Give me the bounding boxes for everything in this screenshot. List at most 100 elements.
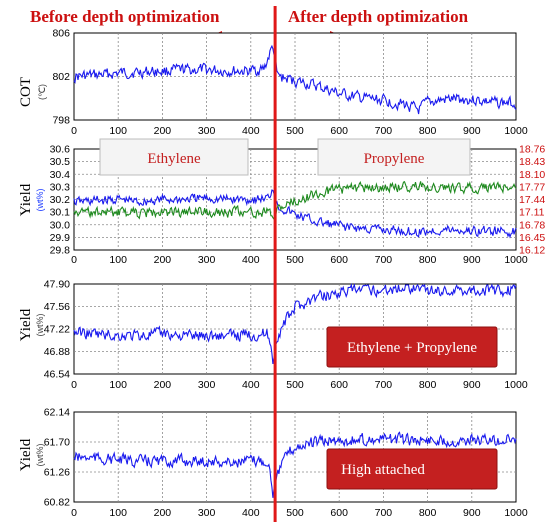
x-tick-label: 800	[419, 254, 437, 266]
x-tick-label: 100	[109, 379, 127, 391]
y-tick-label: 62.14	[44, 407, 70, 419]
x-tick-label: 900	[463, 507, 481, 519]
propylene-annotation: Propylene	[317, 138, 471, 176]
ethylene-propylene-annotation-box	[326, 326, 498, 368]
x-tick-label: 900	[463, 254, 481, 266]
x-tick-label: 400	[242, 507, 260, 519]
x-tick-label: 300	[198, 125, 216, 137]
x-tick-label: 600	[330, 125, 348, 137]
y-tick-label: 798	[52, 115, 70, 127]
right-y-tick-label: 18.10	[519, 169, 545, 181]
x-tick-label: 700	[375, 379, 393, 391]
x-tick-label: 200	[154, 125, 172, 137]
right-y-tick-label: 16.12	[519, 245, 545, 257]
cot-axis-title: COT (℃)	[18, 77, 47, 107]
y-tick-label: 47.90	[44, 279, 70, 291]
x-tick-label: 300	[198, 254, 216, 266]
cot-ylabel: COT	[18, 77, 34, 107]
x-tick-label: 0	[71, 254, 77, 266]
yield1-ylabel: Yield	[18, 183, 34, 216]
x-tick-label: 300	[198, 507, 216, 519]
x-tick-label: 500	[286, 125, 304, 137]
yield1-unit: (wt%)	[35, 189, 45, 212]
yield2-ylabel: Yield	[18, 308, 34, 341]
y-tick-label: 46.88	[44, 346, 70, 358]
x-tick-label: 800	[419, 125, 437, 137]
y-tick-label: 30.3	[50, 181, 71, 193]
x-tick-label: 100	[109, 507, 127, 519]
x-tick-label: 400	[242, 379, 260, 391]
y-tick-label: 29.8	[50, 245, 71, 257]
yield3-ylabel: Yield	[18, 438, 34, 471]
cot-unit: (℃)	[37, 84, 47, 100]
x-tick-label: 500	[286, 254, 304, 266]
y-tick-label: 47.22	[44, 324, 70, 336]
x-tick-label: 900	[463, 125, 481, 137]
y-tick-label: 802	[52, 71, 70, 83]
chart-panel-4: 0 100 200 300 400 500 600 700 800 900 1000 60.82 61.…	[44, 407, 528, 520]
series-line	[73, 283, 517, 364]
yield2-unit: (wt%)	[35, 314, 45, 337]
x-tick-label: 600	[330, 379, 348, 391]
right-y-tick-label: 17.44	[519, 194, 545, 206]
x-tick-label: 700	[375, 254, 393, 266]
x-tick-label: 500	[286, 507, 304, 519]
high-attached-annotation-box	[326, 448, 498, 490]
x-tick-label: 600	[330, 507, 348, 519]
x-tick-label: 100	[109, 125, 127, 137]
x-tick-label: 1000	[504, 507, 528, 519]
x-tick-label: 200	[154, 507, 172, 519]
y-tick-label: 30.1	[50, 207, 71, 219]
y-tick-label: 47.56	[44, 301, 70, 313]
x-tick-label: 400	[242, 254, 260, 266]
ethylene-annotation: Ethylene	[99, 138, 249, 176]
yield3-axis-title: Yield (wt%)	[18, 438, 45, 471]
x-tick-label: 0	[71, 507, 77, 519]
x-tick-label: 200	[154, 379, 172, 391]
y-tick-label: 30.4	[50, 169, 71, 181]
ethylene-annotation-box	[99, 138, 249, 176]
chart-panels: 0 100 200 300 400 500 600 700 800 900 100079880280…	[44, 28, 546, 520]
right-y-tick-label: 18.43	[519, 156, 545, 168]
y-tick-label: 60.82	[44, 497, 70, 509]
series-line	[73, 44, 517, 115]
chart-panel-1: 0 100 200 300 400 500 600 700 800 900 1000 798 802 80…	[52, 28, 527, 138]
series-line	[73, 431, 517, 498]
right-y-tick-label: 16.78	[519, 219, 545, 231]
x-tick-label: 700	[375, 125, 393, 137]
x-tick-label: 800	[419, 379, 437, 391]
yield3-unit: (wt%)	[35, 444, 45, 467]
right-y-tick-label: 16.45	[519, 232, 545, 244]
propylene-annotation-label: Propylene	[364, 151, 425, 167]
x-tick-label: 1000	[504, 254, 528, 266]
propylene-annotation-box	[317, 138, 471, 176]
right-y-tick-label: 17.77	[519, 181, 545, 193]
x-tick-label: 800	[419, 507, 437, 519]
ethylene-series-line	[73, 189, 517, 239]
x-tick-label: 0	[71, 379, 77, 391]
x-tick-label: 500	[286, 379, 304, 391]
ethylene-propylene-annotation-label: Ethylene + Propylene	[347, 340, 477, 356]
high-attached-annotation-label: High attached	[341, 462, 425, 478]
propylene-series-line	[73, 180, 517, 221]
y-tick-label: 29.9	[50, 232, 71, 244]
x-tick-label: 1000	[504, 125, 528, 137]
right-y-tick-label: 18.76	[519, 144, 545, 156]
after-optimization-label: After depth optimization	[288, 7, 469, 26]
before-optimization-label: Before depth optimization	[30, 7, 220, 26]
x-tick-label: 200	[154, 254, 172, 266]
x-tick-label: 900	[463, 379, 481, 391]
y-tick-label: 61.26	[44, 467, 70, 479]
x-tick-label: 400	[242, 125, 260, 137]
y-tick-label: 30.2	[50, 194, 71, 206]
yield1-axis-title: Yield (wt%)	[18, 183, 45, 216]
x-tick-label: 700	[375, 507, 393, 519]
y-tick-label: 46.54	[44, 369, 70, 381]
x-tick-label: 100	[109, 254, 127, 266]
x-tick-label: 300	[198, 379, 216, 391]
y-tick-label: 30.5	[50, 156, 71, 168]
y-tick-label: 30.0	[50, 219, 71, 231]
x-tick-label: 0	[71, 125, 77, 137]
y-tick-label: 806	[52, 28, 70, 40]
